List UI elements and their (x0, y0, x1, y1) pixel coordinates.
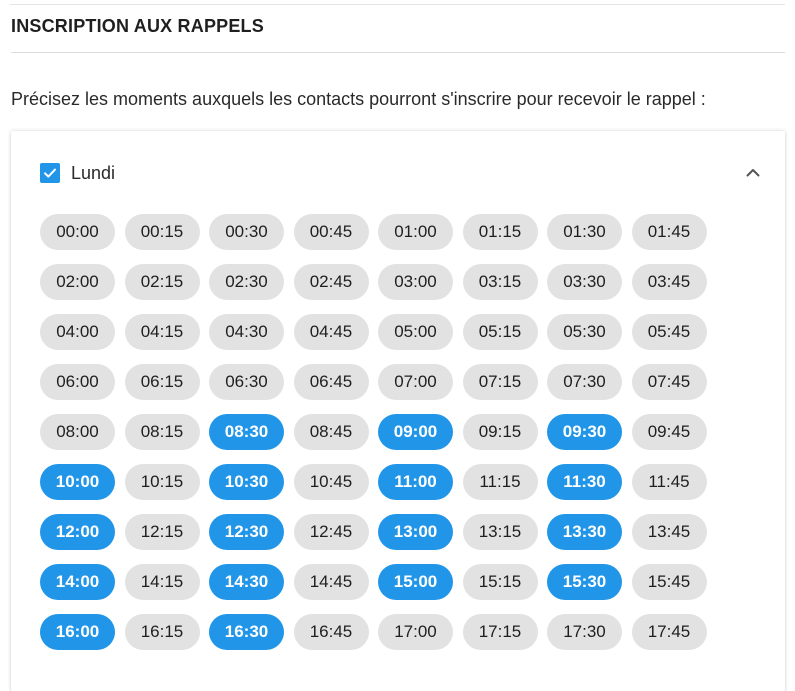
time-slot-0815[interactable]: 08:15 (124, 414, 200, 450)
time-slot-1530[interactable]: 15:30 (547, 564, 622, 600)
time-slot-1230[interactable]: 12:30 (209, 514, 284, 550)
time-slot-0700[interactable]: 07:00 (378, 364, 453, 400)
time-slot-1415[interactable]: 14:15 (124, 564, 200, 600)
time-slot-1645[interactable]: 16:45 (293, 614, 369, 650)
time-slot-0315[interactable]: 03:15 (462, 264, 538, 300)
time-slot-0645[interactable]: 06:45 (293, 364, 369, 400)
time-slot-0915[interactable]: 09:15 (462, 414, 538, 450)
time-slot-1215[interactable]: 12:15 (124, 514, 200, 550)
time-slot-0545[interactable]: 05:45 (631, 314, 707, 350)
time-slot-1245[interactable]: 12:45 (293, 514, 369, 550)
check-icon (44, 168, 56, 178)
time-slot-0730[interactable]: 07:30 (547, 364, 622, 400)
time-slot-grid: 00:00 00:15 00:30 00:45 01:00 01:15 01:30 01:45… (40, 214, 707, 650)
chevron-up-icon (746, 169, 760, 177)
time-slot-1715[interactable]: 17:15 (462, 614, 538, 650)
time-slot-0945[interactable]: 09:45 (631, 414, 707, 450)
time-slot-1745[interactable]: 17:45 (631, 614, 707, 650)
time-slot-1300[interactable]: 13:00 (378, 514, 453, 550)
time-slot-1500[interactable]: 15:00 (378, 564, 453, 600)
time-slot-1030[interactable]: 10:30 (209, 464, 284, 500)
time-slot-0200[interactable]: 02:00 (40, 264, 115, 300)
time-slot-0330[interactable]: 03:30 (547, 264, 622, 300)
time-slot-0845[interactable]: 08:45 (293, 414, 369, 450)
time-slot-1115[interactable]: 11:15 (462, 464, 538, 500)
time-slot-1100[interactable]: 11:00 (378, 464, 453, 500)
time-slot-0445[interactable]: 04:45 (293, 314, 369, 350)
time-slot-0415[interactable]: 04:15 (124, 314, 200, 350)
time-slot-0000[interactable]: 00:00 (40, 214, 115, 250)
title-divider (11, 52, 785, 53)
time-slot-0215[interactable]: 02:15 (124, 264, 200, 300)
time-slot-0530[interactable]: 05:30 (547, 314, 622, 350)
time-slot-0145[interactable]: 01:45 (631, 214, 707, 250)
time-slot-0430[interactable]: 04:30 (209, 314, 284, 350)
time-slot-1345[interactable]: 13:45 (631, 514, 707, 550)
day-card: Lundi 00:00 00:15 00:30 00:45 01:00 01:15 01:3… (11, 131, 785, 691)
time-slot-0630[interactable]: 06:30 (209, 364, 284, 400)
time-slot-1000[interactable]: 10:00 (40, 464, 115, 500)
time-slot-1730[interactable]: 17:30 (547, 614, 622, 650)
time-slot-0930[interactable]: 09:30 (547, 414, 622, 450)
time-slot-1545[interactable]: 15:45 (631, 564, 707, 600)
time-slot-1015[interactable]: 10:15 (124, 464, 200, 500)
time-slot-0030[interactable]: 00:30 (209, 214, 284, 250)
day-label: Lundi (71, 162, 116, 183)
time-slot-0230[interactable]: 02:30 (209, 264, 284, 300)
time-slot-1445[interactable]: 14:45 (293, 564, 369, 600)
day-checkbox[interactable] (40, 163, 60, 183)
time-slot-0300[interactable]: 03:00 (378, 264, 453, 300)
time-slot-0045[interactable]: 00:45 (293, 214, 369, 250)
time-slot-0715[interactable]: 07:15 (462, 364, 538, 400)
time-slot-0500[interactable]: 05:00 (378, 314, 453, 350)
time-slot-1515[interactable]: 15:15 (462, 564, 538, 600)
time-slot-0400[interactable]: 04:00 (40, 314, 115, 350)
time-slot-1700[interactable]: 17:00 (378, 614, 453, 650)
time-slot-0900[interactable]: 09:00 (378, 414, 453, 450)
section-description: Précisez les moments auxquels les contac… (11, 89, 706, 109)
top-border (10, 0, 785, 5)
section-title: INSCRIPTION AUX RAPPELS (11, 16, 264, 36)
time-slot-1400[interactable]: 14:00 (40, 564, 115, 600)
time-slot-0100[interactable]: 01:00 (378, 214, 453, 250)
time-slot-0800[interactable]: 08:00 (40, 414, 115, 450)
time-slot-1200[interactable]: 12:00 (40, 514, 115, 550)
time-slot-0245[interactable]: 02:45 (293, 264, 369, 300)
collapse-toggle[interactable] (741, 161, 765, 185)
time-slot-1600[interactable]: 16:00 (40, 614, 115, 650)
time-slot-0130[interactable]: 01:30 (547, 214, 622, 250)
time-slot-0345[interactable]: 03:45 (631, 264, 707, 300)
time-slot-0600[interactable]: 06:00 (40, 364, 115, 400)
time-slot-1615[interactable]: 16:15 (124, 614, 200, 650)
time-slot-0515[interactable]: 05:15 (462, 314, 538, 350)
time-slot-0830[interactable]: 08:30 (209, 414, 284, 450)
time-slot-1130[interactable]: 11:30 (547, 464, 622, 500)
time-slot-1315[interactable]: 13:15 (462, 514, 538, 550)
day-header: Lundi (40, 161, 765, 185)
time-slot-0745[interactable]: 07:45 (631, 364, 707, 400)
time-slot-1045[interactable]: 10:45 (293, 464, 369, 500)
time-slot-0115[interactable]: 01:15 (462, 214, 538, 250)
time-slot-1630[interactable]: 16:30 (209, 614, 284, 650)
time-slot-1330[interactable]: 13:30 (547, 514, 622, 550)
time-slot-1145[interactable]: 11:45 (631, 464, 707, 500)
time-slot-0015[interactable]: 00:15 (124, 214, 200, 250)
time-slot-0615[interactable]: 06:15 (124, 364, 200, 400)
time-slot-1430[interactable]: 14:30 (209, 564, 284, 600)
